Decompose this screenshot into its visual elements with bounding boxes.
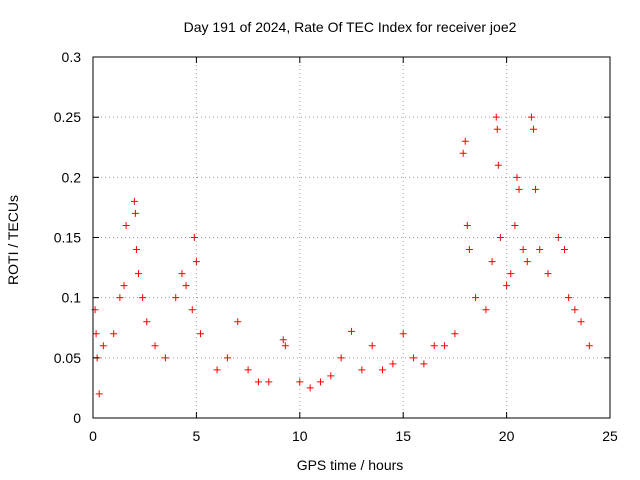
data-point xyxy=(519,246,527,254)
data-point xyxy=(472,294,480,302)
x-tick-label: 5 xyxy=(193,428,201,444)
x-tick-label: 20 xyxy=(499,428,515,444)
data-point xyxy=(130,197,138,205)
data-point xyxy=(188,306,196,314)
data-point xyxy=(532,185,540,193)
data-point xyxy=(279,336,287,344)
data-point xyxy=(190,234,198,241)
data-point xyxy=(513,173,521,181)
data-point xyxy=(420,360,428,368)
data-point xyxy=(95,390,103,398)
data-point xyxy=(536,246,544,254)
data-point xyxy=(132,246,140,254)
x-tick-label: 10 xyxy=(292,428,308,444)
data-point xyxy=(368,342,376,350)
data-point xyxy=(482,306,490,314)
data-point xyxy=(316,378,324,386)
data-point xyxy=(577,318,585,326)
data-point xyxy=(116,294,124,302)
data-point xyxy=(99,342,107,350)
data-point xyxy=(507,270,515,278)
y-tick-label: 0 xyxy=(73,410,81,426)
x-tick-label: 25 xyxy=(602,428,618,444)
data-point xyxy=(131,209,139,217)
data-point xyxy=(441,342,449,350)
data-point xyxy=(348,327,355,335)
data-point xyxy=(110,330,118,338)
data-point xyxy=(234,318,242,326)
data-point xyxy=(296,378,304,386)
data-point xyxy=(503,282,511,290)
data-point xyxy=(529,125,537,133)
data-point xyxy=(515,185,523,193)
data-point xyxy=(254,378,262,386)
x-tick-label: 0 xyxy=(89,428,97,444)
x-axis-label: GPS time / hours xyxy=(297,457,404,473)
data-point xyxy=(544,270,552,278)
y-axis-label: ROTI / TECUs xyxy=(5,195,21,285)
data-point xyxy=(281,342,289,350)
data-point xyxy=(151,342,159,350)
chart-title: Day 191 of 2024, Rate Of TEC Index for r… xyxy=(184,19,517,35)
ticks-layer: 0 5 10 15 20 25 0 0.05 0.1 0.15 0.2 0.25 0.3 xyxy=(54,49,618,444)
data-point xyxy=(197,330,205,338)
data-point xyxy=(585,342,593,350)
data-point xyxy=(337,354,345,362)
y-tick-label: 0.25 xyxy=(54,109,81,125)
data-point xyxy=(493,125,501,133)
points-layer xyxy=(91,113,593,398)
y-tick-label: 0.1 xyxy=(62,290,82,306)
data-point xyxy=(461,137,469,145)
data-point xyxy=(554,234,562,241)
data-point xyxy=(161,354,169,362)
data-point xyxy=(327,372,335,380)
data-point xyxy=(494,161,502,169)
x-tick-label: 15 xyxy=(395,428,411,444)
data-point xyxy=(399,330,407,338)
data-point xyxy=(178,270,186,278)
data-point xyxy=(213,366,221,374)
data-point xyxy=(459,149,467,157)
data-point xyxy=(139,294,147,302)
data-point xyxy=(122,221,130,229)
data-point xyxy=(430,342,438,350)
data-point xyxy=(172,294,180,302)
data-point xyxy=(182,282,190,290)
data-point xyxy=(511,221,519,229)
y-tick-label: 0.05 xyxy=(54,350,81,366)
data-point xyxy=(306,384,314,392)
data-point xyxy=(389,360,397,368)
data-point xyxy=(561,246,569,254)
data-point xyxy=(463,221,471,229)
data-point xyxy=(92,330,100,338)
data-point xyxy=(379,366,387,374)
data-point xyxy=(192,258,200,266)
data-point xyxy=(496,234,504,241)
data-point xyxy=(527,113,535,121)
data-point xyxy=(523,258,531,266)
y-tick-label: 0.2 xyxy=(62,169,82,185)
data-point xyxy=(244,366,252,374)
data-point xyxy=(488,258,496,266)
data-point xyxy=(143,318,151,326)
data-point xyxy=(571,306,579,314)
data-point xyxy=(223,354,231,362)
data-point xyxy=(565,294,573,302)
data-point xyxy=(465,246,473,254)
data-point xyxy=(358,366,366,374)
y-tick-label: 0.15 xyxy=(54,230,81,246)
data-point xyxy=(410,354,418,362)
data-point xyxy=(451,330,459,338)
data-point xyxy=(120,282,128,290)
data-point xyxy=(492,113,500,121)
y-tick-label: 0.3 xyxy=(62,49,82,65)
data-point xyxy=(134,270,142,278)
data-point xyxy=(265,378,273,386)
